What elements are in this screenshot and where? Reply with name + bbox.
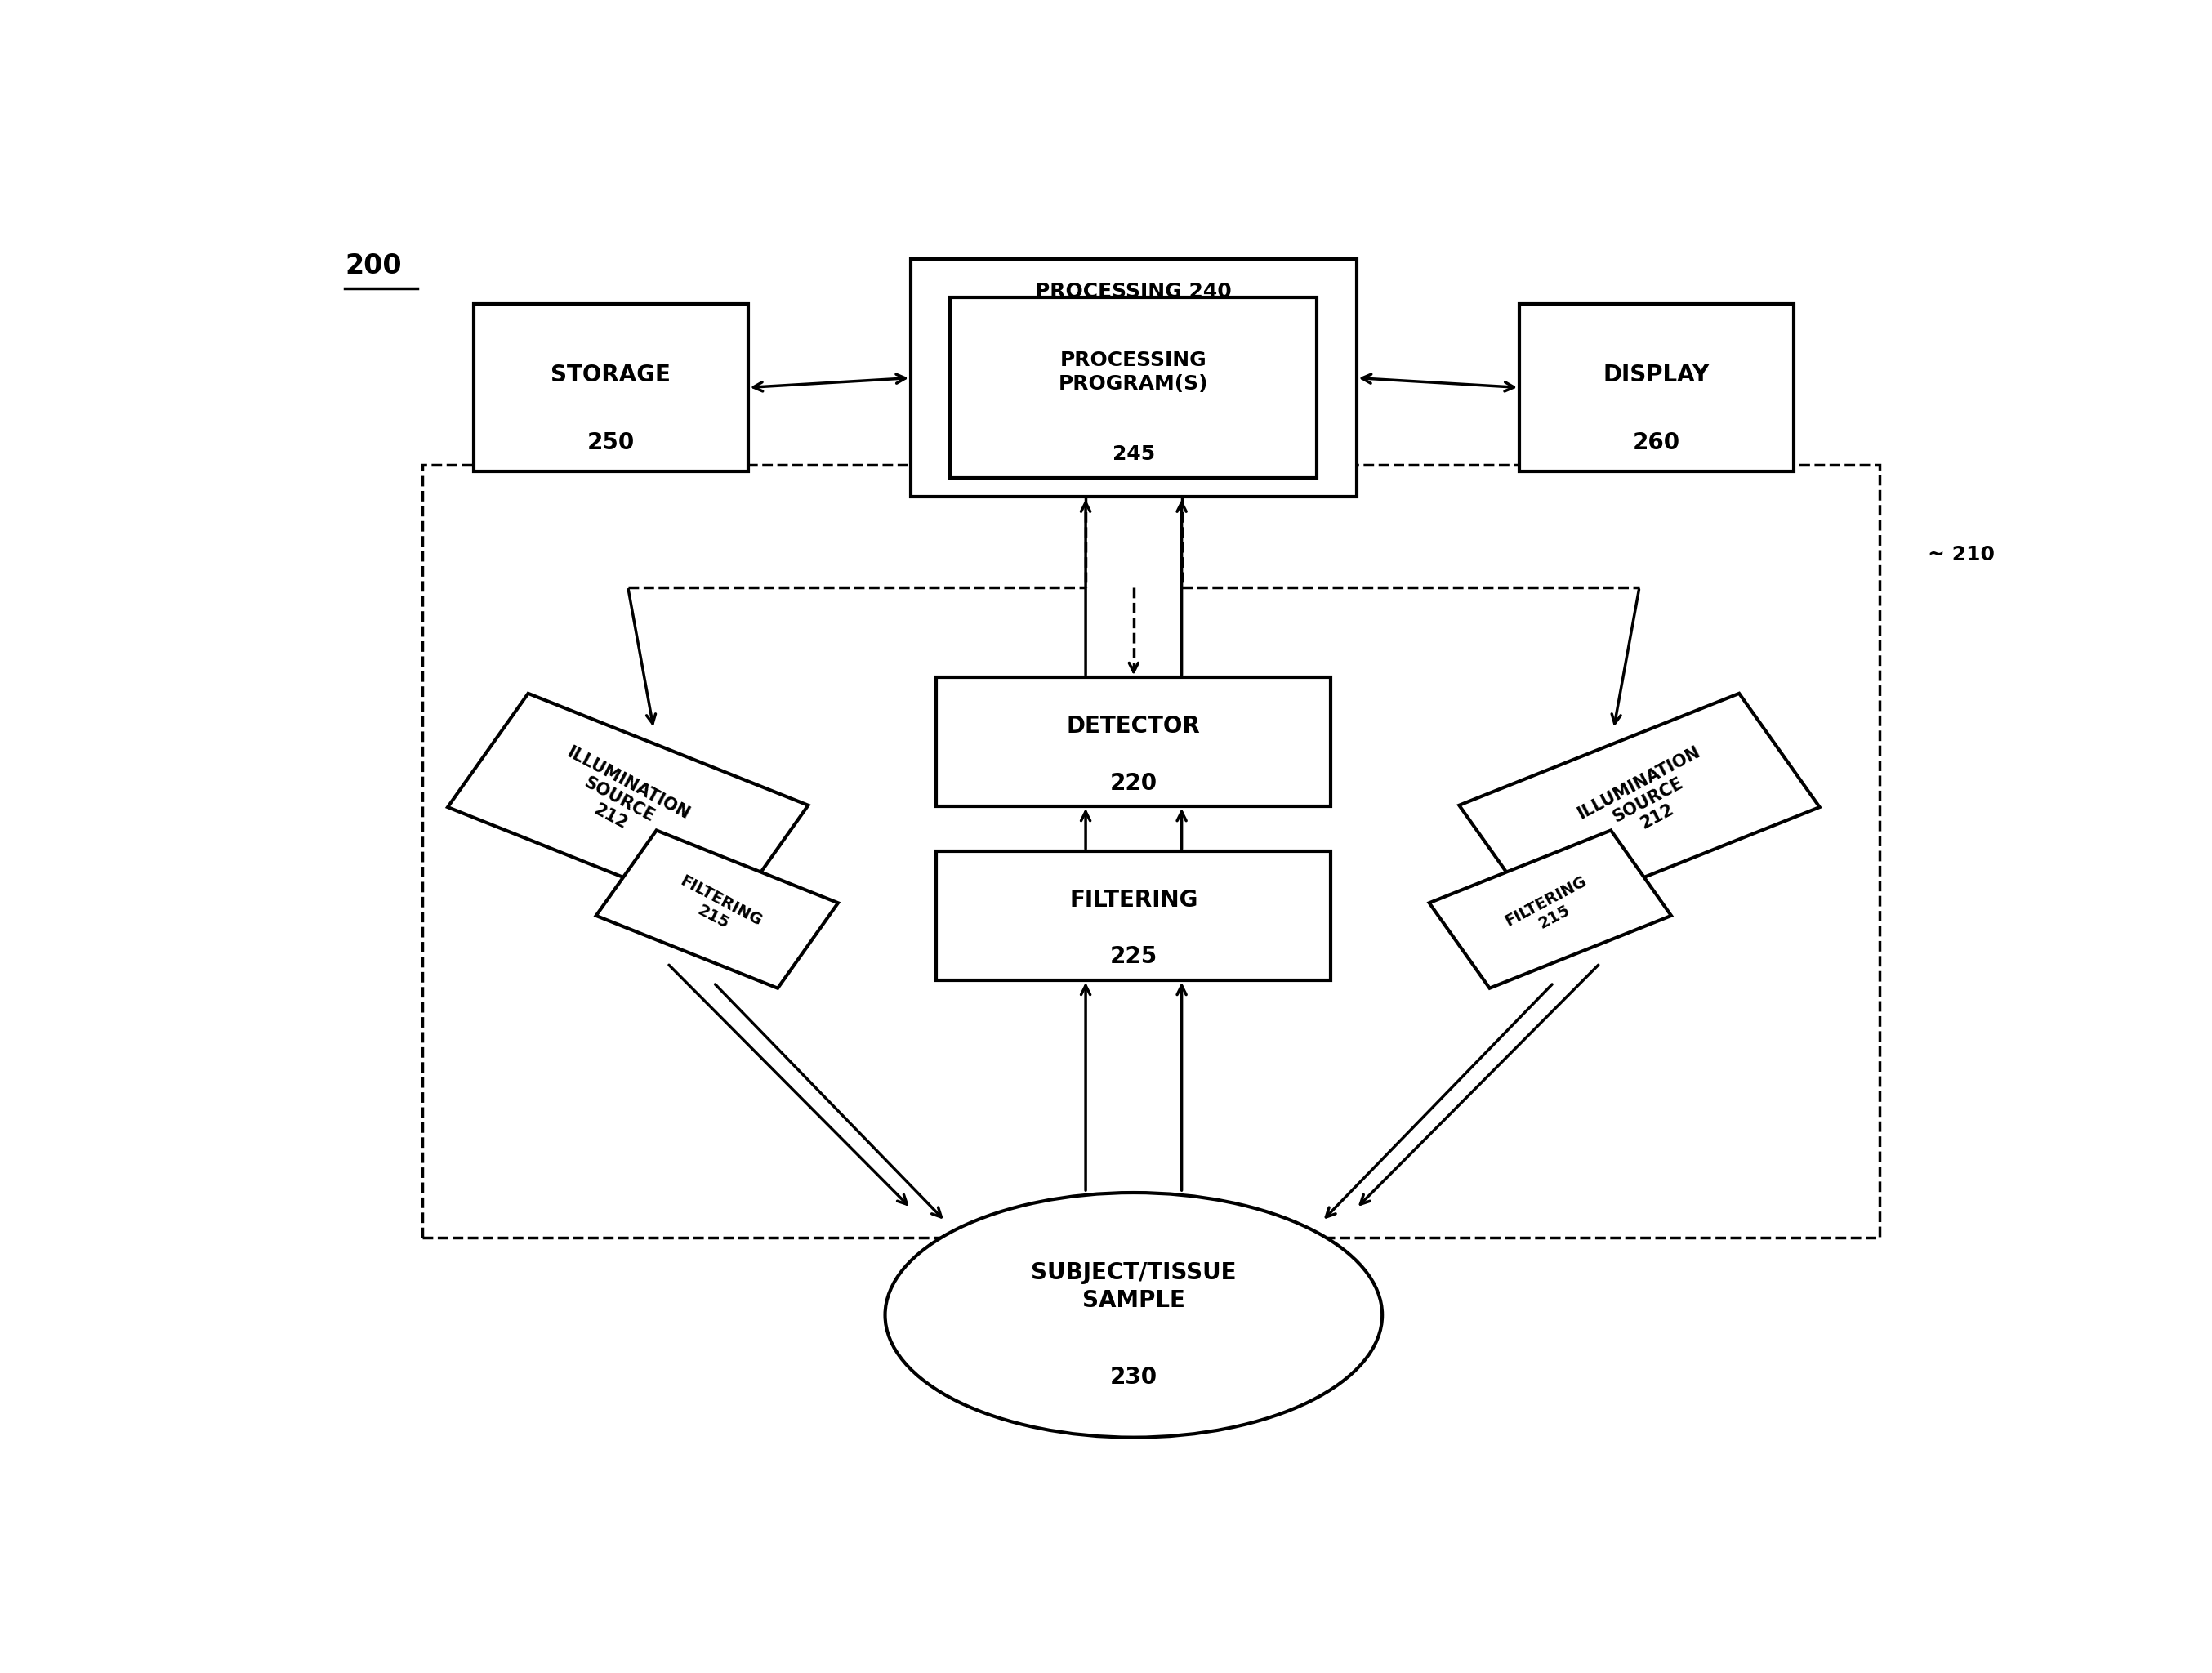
Text: DISPLAY: DISPLAY — [1604, 363, 1710, 386]
Text: PROCESSING 240: PROCESSING 240 — [1035, 283, 1232, 301]
Text: FILTERING
215: FILTERING 215 — [1502, 873, 1597, 945]
Text: ~ 210: ~ 210 — [1927, 545, 1995, 565]
FancyBboxPatch shape — [936, 678, 1332, 806]
Text: 200: 200 — [345, 253, 403, 279]
FancyBboxPatch shape — [951, 298, 1316, 478]
Text: 260: 260 — [1632, 432, 1681, 455]
Text: 230: 230 — [1110, 1365, 1157, 1389]
Text: 250: 250 — [586, 432, 635, 455]
FancyBboxPatch shape — [911, 259, 1356, 497]
Text: 245: 245 — [1113, 445, 1155, 465]
FancyBboxPatch shape — [1520, 304, 1794, 472]
FancyBboxPatch shape — [422, 465, 1880, 1238]
Polygon shape — [447, 693, 807, 918]
Text: STORAGE: STORAGE — [551, 363, 670, 386]
Text: ILLUMINATION
SOURCE
212: ILLUMINATION SOURCE 212 — [1575, 744, 1721, 857]
Polygon shape — [1460, 693, 1820, 918]
Text: ILLUMINATION
SOURCE
212: ILLUMINATION SOURCE 212 — [546, 744, 692, 857]
Text: FILTERING
215: FILTERING 215 — [670, 873, 765, 945]
Text: DETECTOR: DETECTOR — [1066, 714, 1201, 738]
Text: SUBJECT/TISSUE
SAMPLE: SUBJECT/TISSUE SAMPLE — [1031, 1261, 1237, 1312]
Text: 225: 225 — [1110, 945, 1157, 969]
Polygon shape — [1429, 830, 1672, 989]
Text: FILTERING: FILTERING — [1068, 888, 1199, 912]
FancyBboxPatch shape — [473, 304, 748, 472]
FancyBboxPatch shape — [936, 852, 1332, 980]
Ellipse shape — [885, 1193, 1382, 1437]
Text: 220: 220 — [1110, 771, 1157, 795]
Polygon shape — [595, 830, 838, 989]
Text: PROCESSING
PROGRAM(S): PROCESSING PROGRAM(S) — [1060, 350, 1208, 395]
